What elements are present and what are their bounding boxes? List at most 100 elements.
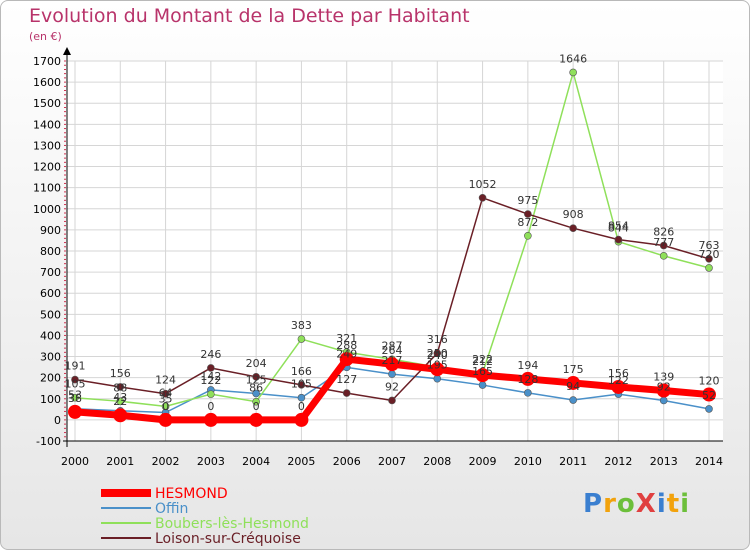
data-point <box>68 404 82 419</box>
data-label: 826 <box>653 226 674 239</box>
data-label: 246 <box>200 348 221 361</box>
data-point <box>113 408 128 423</box>
data-point <box>705 264 713 272</box>
data-point <box>659 396 668 405</box>
data-label: 105 <box>291 378 312 391</box>
y-tick-label: 600 <box>40 287 61 300</box>
data-point <box>297 381 306 389</box>
data-label: 854 <box>608 220 629 233</box>
data-label: 204 <box>246 357 267 370</box>
data-label: 120 <box>699 375 720 388</box>
data-label: 165 <box>472 365 493 378</box>
y-tick-label: 900 <box>40 224 61 237</box>
x-tick-label: 2011 <box>559 455 587 468</box>
data-point <box>475 368 490 383</box>
data-point <box>524 232 532 240</box>
data-point <box>252 389 260 398</box>
data-point <box>297 393 306 402</box>
data-label: 908 <box>563 208 584 221</box>
data-label: 975 <box>517 194 538 207</box>
data-point <box>161 402 170 411</box>
x-tick-label: 2000 <box>61 455 89 468</box>
data-label: 122 <box>200 374 221 387</box>
data-label: 316 <box>427 333 448 346</box>
chart-unit: (en €) <box>29 30 62 43</box>
data-label: 38 <box>68 392 82 405</box>
x-tick-label: 2001 <box>106 455 134 468</box>
y-tick-label: 1500 <box>33 97 61 110</box>
data-label: 122 <box>608 374 629 387</box>
data-label: 92 <box>657 380 671 393</box>
data-point <box>656 383 671 398</box>
data-label: 1646 <box>559 52 587 65</box>
data-point <box>569 396 577 404</box>
data-label: 53 <box>68 389 82 402</box>
data-point <box>520 371 535 386</box>
data-point <box>705 255 713 263</box>
data-point <box>252 373 260 381</box>
data-point <box>388 396 396 405</box>
data-label: 142 <box>200 370 221 383</box>
x-tick-label: 2013 <box>650 455 678 468</box>
data-label: 127 <box>336 373 357 386</box>
data-label: 22 <box>113 395 127 408</box>
x-tick-label: 2005 <box>287 455 315 468</box>
data-label: 194 <box>517 359 538 372</box>
data-label: 64 <box>159 386 173 399</box>
data-label: 0 <box>253 400 260 413</box>
data-label: 156 <box>608 367 629 380</box>
data-label: 175 <box>563 363 584 376</box>
data-label: 240 <box>427 349 448 362</box>
data-point <box>524 210 532 218</box>
y-tick-label: 1100 <box>33 182 61 195</box>
x-tick-label: 2004 <box>242 455 270 468</box>
data-point <box>385 357 399 372</box>
y-tick-label: 1700 <box>33 55 61 68</box>
data-point <box>116 397 125 406</box>
y-tick-label: 1300 <box>33 139 61 152</box>
data-label: 250 <box>427 347 448 360</box>
y-tick-label: -100 <box>36 435 61 448</box>
legend-label: Boubers-lès-Hesmond <box>155 516 309 532</box>
x-tick-label: 2003 <box>197 455 225 468</box>
data-label: 88 <box>113 381 127 394</box>
data-point <box>430 362 445 377</box>
data-point <box>339 352 354 367</box>
y-tick-label: 100 <box>40 393 61 406</box>
x-tick-label: 2008 <box>423 455 451 468</box>
data-label: 86 <box>249 382 263 395</box>
data-point <box>478 381 487 389</box>
data-point <box>569 68 577 77</box>
data-point <box>342 389 351 397</box>
data-label: 0 <box>207 400 214 413</box>
data-label: 52 <box>702 389 716 402</box>
data-label: 166 <box>291 365 312 378</box>
data-label: 0 <box>162 400 169 413</box>
y-tick-label: 1000 <box>33 203 61 216</box>
data-point <box>252 397 260 406</box>
data-point <box>569 224 577 232</box>
data-label: 872 <box>517 216 538 229</box>
data-label: 105 <box>65 378 86 391</box>
x-tick-label: 2012 <box>604 455 632 468</box>
y-tick-label: 200 <box>40 372 61 385</box>
data-point <box>158 412 173 427</box>
data-point <box>71 375 79 384</box>
data-point <box>207 390 215 398</box>
y-tick-label: 1400 <box>33 118 61 131</box>
data-point <box>566 375 581 390</box>
y-tick-label: 500 <box>40 308 61 321</box>
data-point <box>433 374 442 383</box>
data-label: 43 <box>113 391 127 404</box>
data-point <box>71 393 79 402</box>
data-label: 383 <box>291 319 312 332</box>
data-label: 288 <box>336 339 357 352</box>
proxiti-logo: ProXiti <box>583 489 691 519</box>
data-point <box>433 349 442 357</box>
data-label: 1052 <box>469 178 497 191</box>
x-tick-label: 2006 <box>333 455 361 468</box>
data-label: 217 <box>382 354 403 367</box>
data-label: 844 <box>608 222 629 235</box>
